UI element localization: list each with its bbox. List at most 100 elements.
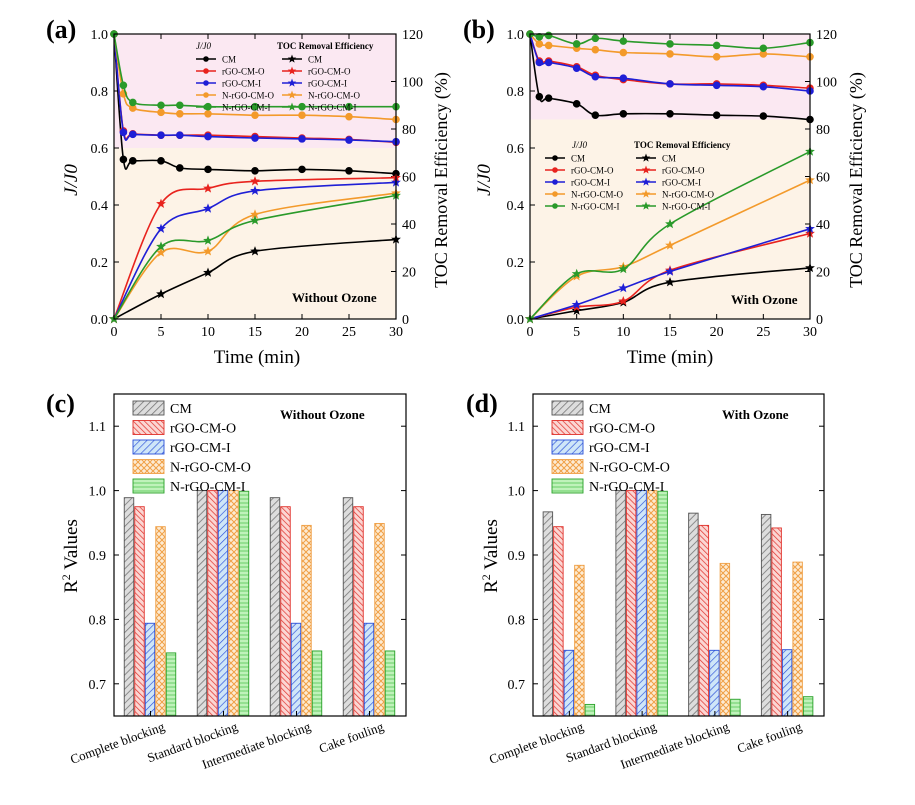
bar-N-rGO-CM-O [301, 524, 312, 717]
toc-point-N-rGO-CM-O [203, 246, 213, 256]
flux-point-rGO-CM-I [298, 135, 306, 143]
legend-label: rGO-CM-O [170, 422, 236, 437]
annotation: Without Ozone [280, 407, 365, 422]
bar-N-rGO-CM-O [574, 564, 585, 717]
y-axis-label: R2 Values [59, 519, 82, 593]
y2-tick-label: 80 [816, 123, 830, 138]
flux-point-CM [119, 155, 128, 164]
legend-flux-label: CM [571, 154, 585, 164]
flux-point-rGO-CM-I [544, 58, 553, 67]
legend-flux-marker [552, 179, 558, 185]
flux-point-N-rGO-CM-I [119, 81, 128, 90]
y-tick-label: 0.8 [91, 85, 109, 100]
legend-swatch-rGO-CM-I [551, 439, 584, 455]
legend-label: N-rGO-CM-O [589, 461, 670, 476]
toc-point-N-rGO-CM-I [203, 235, 213, 245]
x-tick-label: 5 [158, 325, 165, 340]
flux-point-N-rGO-CM-I [544, 31, 553, 40]
x-tick-label: 0 [111, 325, 118, 340]
legend-swatch-rGO-CM-O [551, 420, 584, 435]
annotation: With Ozone [722, 407, 789, 422]
y2-tick-label: 20 [816, 266, 830, 281]
flux-line-rGO-CM-I [113, 33, 397, 143]
plot-content: 0 5 10 15 20 25 30 0.0 0.2 0.4 0.6 0.8 1.0 0 20 40 60 80 1… [91, 28, 424, 340]
legend-flux-marker [203, 56, 209, 62]
flux-point-CM [544, 94, 553, 102]
toc-line-N-rGO-CM-I [529, 150, 811, 320]
toc-point-N-rGO-CM-I [665, 218, 675, 229]
y2-axis-label: TOC Removal Efficiency (%) [846, 72, 867, 288]
annotation: With Ozone [731, 292, 798, 307]
legend-swatch-N-rGO-CM-I [132, 478, 165, 494]
panel-label: (b) [463, 15, 495, 44]
flux-point-rGO-CM-I [572, 64, 581, 72]
toc-point-CM [250, 246, 260, 256]
flux-point-rGO-CM-I [666, 80, 674, 88]
y-tick-label: 0.9 [508, 549, 526, 564]
toc-point-rGO-CM-I [203, 203, 213, 213]
toc-point-N-rGO-CM-O [250, 209, 260, 219]
legend-toc-label: rGO-CM-O [308, 67, 351, 77]
x-tick-label: Cake fouling [317, 719, 386, 756]
legend-toc-marker [287, 102, 297, 111]
y2-tick-label: 120 [402, 28, 423, 43]
legend-header-toc: TOC Removal Efficiency [277, 41, 374, 51]
legend-flux-marker [552, 203, 558, 209]
legend-label: rGO-CM-I [170, 441, 231, 456]
legend-label: CM [170, 402, 192, 417]
flux-point-rGO-CM-I [176, 131, 184, 139]
y-tick-label: 1.0 [89, 485, 107, 500]
flux-point-N-rGO-CM-I [666, 40, 674, 48]
legend-label: rGO-CM-O [589, 422, 655, 437]
flux-point-CM [666, 110, 674, 118]
legend-swatch-N-rGO-CM-O [551, 459, 584, 474]
legend-toc-marker [641, 165, 651, 174]
flux-point-rGO-CM-I [251, 134, 259, 142]
toc-point-N-rGO-CM-I [250, 215, 260, 225]
toc-point-CM [571, 305, 582, 315]
legend-header-flux: J/J0 [196, 41, 211, 51]
x-tick-label: 25 [342, 325, 356, 340]
toc-point-N-rGO-CM-I [571, 268, 582, 279]
y-axis-label-rest: Values [481, 519, 502, 574]
x-tick-label: 0 [527, 325, 534, 340]
y-tick-label: 1.0 [91, 28, 109, 43]
toc-point-N-rGO-CM-I [156, 241, 166, 251]
toc-point-CM [203, 267, 213, 277]
toc-point-rGO-CM-O [203, 183, 213, 193]
y-tick-label: 0.6 [91, 142, 109, 157]
y-tick-label: 0.0 [507, 313, 525, 328]
x-tick-label: 20 [710, 325, 724, 340]
plot-frame [529, 33, 811, 320]
flux-point-N-rGO-CM-O [204, 110, 212, 118]
legend-toc-label: rGO-CM-I [662, 178, 701, 188]
bar-rGO-CM-O [698, 524, 710, 717]
bar-N-rGO-CM-I [657, 490, 668, 717]
legend-swatch-CM [551, 400, 584, 416]
flux-point-rGO-CM-I [204, 132, 212, 141]
legend-flux-marker [203, 80, 209, 86]
flux-point-N-rGO-CM-I [572, 40, 581, 48]
legend-toc-marker [287, 78, 297, 87]
bar-rGO-CM-O [625, 490, 637, 717]
plot-frame [532, 393, 825, 717]
y-tick-label: 0.2 [507, 256, 525, 271]
y2-tick-label: 100 [816, 76, 837, 91]
legend-flux-label: N-rGO-CM-O [222, 91, 274, 101]
flux-line-CM [113, 33, 397, 175]
toc-point-rGO-CM-I [571, 299, 582, 309]
x-tick-label: 5 [573, 325, 580, 340]
bar-N-rGO-CM-O [155, 526, 166, 717]
y-tick-label: 0.8 [508, 613, 526, 628]
toc-point-rGO-CM-I [250, 185, 260, 195]
flux-point-CM [712, 111, 721, 120]
y2-tick-label: 100 [402, 76, 423, 91]
flux-point-N-rGO-CM-O [298, 111, 306, 120]
x-tick-label: 25 [756, 325, 770, 340]
bar-N-rGO-CM-O [792, 561, 803, 717]
legend-toc-label: N-rGO-CM-O [308, 91, 360, 101]
toc-point-rGO-CM-I [665, 266, 675, 276]
